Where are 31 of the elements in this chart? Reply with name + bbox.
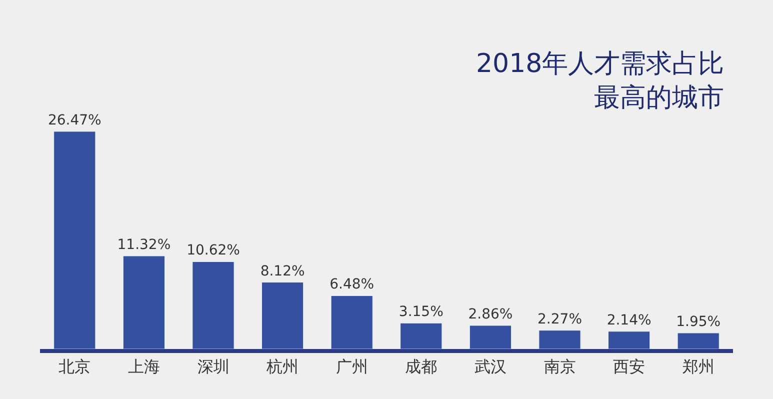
x-tick-label: 杭州 xyxy=(266,357,299,376)
bar xyxy=(469,325,512,349)
x-tick-label: 南京 xyxy=(544,357,576,376)
bar xyxy=(400,322,442,349)
data-label: 2.86% xyxy=(468,306,513,322)
x-tick-label: 广州 xyxy=(336,357,368,376)
x-tick-label: 西安 xyxy=(613,357,646,376)
data-label: 1.95% xyxy=(676,314,721,330)
data-label: 6.48% xyxy=(330,276,374,293)
x-tick-label: 深圳 xyxy=(197,357,230,376)
x-tick-label: 郑州 xyxy=(682,357,714,376)
data-label: 11.32% xyxy=(117,236,171,253)
data-label: 2.14% xyxy=(606,312,652,328)
bar xyxy=(192,261,234,349)
data-label: 3.15% xyxy=(398,304,444,320)
bar xyxy=(608,331,650,349)
x-tick-label: 上海 xyxy=(128,357,160,376)
bar xyxy=(677,332,720,349)
chart-title: 2018年人才需求占比最高的城市 xyxy=(476,49,724,113)
data-label: 10.62% xyxy=(186,242,240,259)
bar xyxy=(538,330,581,349)
bar xyxy=(330,295,373,349)
data-label: 8.12% xyxy=(260,263,305,280)
x-tick-label: 武汉 xyxy=(474,357,506,376)
x-tick-label: 北京 xyxy=(58,357,91,376)
data-label: 2.27% xyxy=(538,311,582,328)
x-tick-label: 成都 xyxy=(405,357,438,376)
bar xyxy=(54,131,96,349)
data-label: 26.47% xyxy=(48,112,102,128)
bar xyxy=(122,256,165,349)
bar xyxy=(262,282,304,349)
